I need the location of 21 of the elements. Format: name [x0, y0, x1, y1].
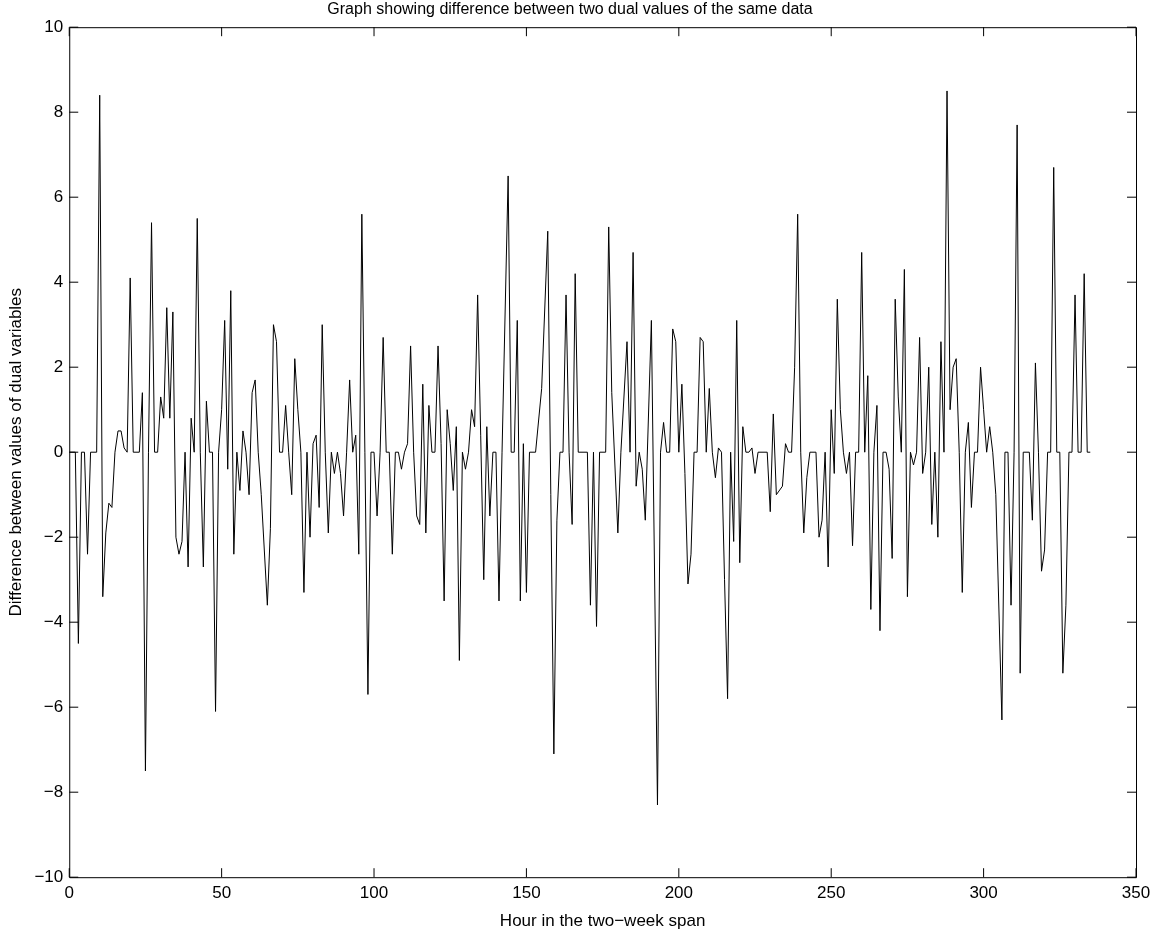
x-axis-title: Hour in the two−week span: [499, 911, 706, 931]
y-tick-label: −10: [34, 866, 64, 886]
y-tick-label: −6: [43, 696, 64, 716]
y-tick-label: 6: [53, 186, 64, 206]
x-tick-label: 50: [212, 883, 232, 903]
y-tick-label: 10: [44, 16, 64, 36]
y-tick-label: 2: [53, 356, 64, 376]
x-tick-label: 150: [512, 883, 541, 903]
y-tick-label: −8: [43, 781, 64, 801]
y-tick-label: 4: [53, 271, 64, 291]
x-tick-label: 250: [817, 883, 846, 903]
x-tick-label: 350: [1121, 883, 1151, 903]
y-tick-label: −4: [43, 611, 64, 631]
x-tick-label: 200: [664, 883, 693, 903]
y-tick-label: 8: [53, 101, 64, 121]
y-tick-label: 0: [53, 441, 64, 461]
x-tick-label: 100: [359, 883, 389, 903]
y-tick-label: −2: [43, 526, 64, 546]
chart-title: Graph showing difference between two dual values of the same data: [327, 0, 813, 18]
x-tick-label: 300: [969, 883, 998, 903]
y-axis-title: Difference between values of dual variables: [5, 287, 25, 617]
